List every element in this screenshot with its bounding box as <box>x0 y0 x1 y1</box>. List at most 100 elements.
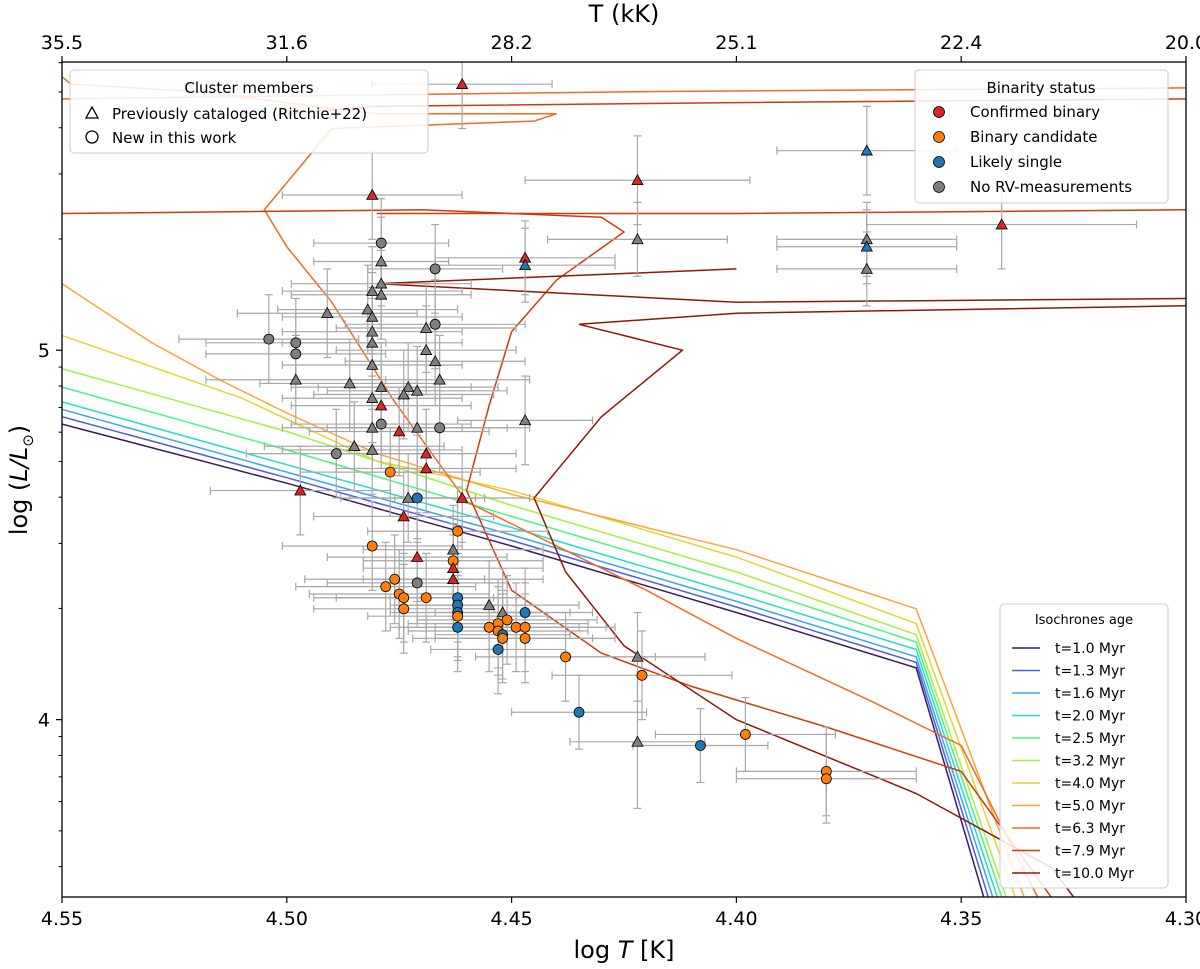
top-tick-label: 25.1 <box>715 32 757 54</box>
star-triangle-marker <box>366 325 379 337</box>
star-circle-marker <box>695 740 706 751</box>
top-tick-label: 31.6 <box>266 32 308 54</box>
top-axis-label: T (kK) <box>588 0 660 28</box>
isochrone-legend-label: t=6.3 Myr <box>1055 821 1125 837</box>
star-triangle-marker <box>411 550 424 562</box>
binarity-legend-title: Binarity status <box>986 79 1095 97</box>
star-circle-marker <box>434 422 446 434</box>
star-triangle-marker <box>375 277 388 289</box>
star-circle-marker <box>398 592 410 604</box>
x-tick-label: 4.50 <box>266 908 308 930</box>
top-tick-label: 20.0 <box>1165 32 1200 54</box>
star-circle-marker <box>375 418 387 430</box>
isochrone-line <box>376 209 1186 215</box>
isochrone-line <box>62 367 1007 897</box>
star-triangle-marker <box>860 262 873 274</box>
star-circle-marker <box>452 610 464 622</box>
markers <box>263 77 1008 785</box>
isochrone-legend: Isochrones age t=1.0 Myr t=1.3 Myr t=1.6 M… <box>999 603 1169 889</box>
star-triangle-marker <box>411 384 424 396</box>
star-circle-marker <box>290 348 302 360</box>
x-tick-label: 4.30 <box>1165 908 1200 930</box>
star-circle-marker <box>452 525 464 537</box>
star-triangle-marker <box>366 188 379 200</box>
star-triangle-marker <box>446 543 460 555</box>
isochrone-legend-title: Isochrones age <box>1035 613 1133 628</box>
star-triangle-marker <box>631 735 644 747</box>
binarity-legend-item-2: Likely single <box>970 153 1062 171</box>
star-triangle-marker <box>518 414 532 426</box>
star-triangle-marker <box>366 336 379 348</box>
isochrone-line <box>62 415 989 897</box>
star-triangle-marker <box>419 462 433 474</box>
star-circle-marker <box>519 621 531 633</box>
star-circle-marker <box>263 333 275 345</box>
circle-marker-icon <box>85 130 99 144</box>
x-tick-label: 4.35 <box>940 908 982 930</box>
triangle-marker-icon <box>84 105 100 119</box>
x-axis-label: log T [K] <box>574 936 675 964</box>
isochrone-legend-label: t=10.0 Myr <box>1055 866 1134 882</box>
star-triangle-marker <box>446 561 460 573</box>
star-triangle-marker <box>348 439 361 452</box>
isochrone-legend-label: t=2.5 Myr <box>1055 731 1125 747</box>
star-triangle-marker <box>518 258 532 271</box>
top-tick-label: 22.4 <box>940 32 982 54</box>
x-tick-label: 4.55 <box>41 908 83 930</box>
isochrone-legend-label: t=7.9 Myr <box>1055 844 1125 860</box>
likely-single-marker-icon <box>933 156 945 168</box>
star-triangle-marker <box>321 306 334 319</box>
isochrone-legend-label: t=2.0 Myr <box>1055 709 1125 725</box>
star-triangle-marker <box>366 310 379 322</box>
star-triangle-marker <box>455 491 469 503</box>
binarity-legend-item-3: No RV-measurements <box>970 178 1132 196</box>
star-circle-marker <box>636 669 648 681</box>
star-circle-marker <box>380 581 392 593</box>
star-circle-marker <box>375 237 387 249</box>
star-circle-marker <box>366 540 378 552</box>
star-circle-marker <box>573 706 585 718</box>
star-triangle-marker <box>366 443 379 455</box>
star-triangle-marker <box>294 484 307 496</box>
star-triangle-marker <box>419 321 433 333</box>
x-tick-label: 4.40 <box>715 908 757 930</box>
star-triangle-marker <box>631 650 644 662</box>
star-circle-marker <box>560 651 571 663</box>
isochrone-legend-label: t=3.2 Myr <box>1055 754 1125 770</box>
star-triangle-marker <box>393 425 406 437</box>
star-triangle-marker <box>375 288 388 300</box>
x-tick-label: 4.45 <box>490 908 532 930</box>
star-triangle-marker <box>402 380 415 392</box>
cluster-legend-title: Cluster members <box>184 79 313 97</box>
isochrone-line <box>62 334 1016 897</box>
star-triangle-marker <box>482 598 496 610</box>
isochrone-line <box>62 408 994 897</box>
binary-candidate-marker-icon <box>933 131 945 143</box>
star-circle-marker <box>739 729 751 740</box>
binarity-legend-item-1: Binary candidate <box>970 128 1097 146</box>
isochrone-line <box>62 386 1003 897</box>
star-circle-marker <box>492 644 504 655</box>
top-tick-label: 35.5 <box>41 32 83 54</box>
star-triangle-marker <box>375 255 388 267</box>
star-circle-marker <box>330 448 342 460</box>
star-circle-marker <box>384 466 396 478</box>
star-triangle-marker <box>366 391 379 404</box>
cluster-legend-item-0: Previously cataloged (Ritchie+22) <box>112 105 367 123</box>
y-tick-label: 5 <box>38 340 50 362</box>
star-triangle-marker <box>860 144 873 156</box>
top-tick-label: 28.2 <box>490 32 532 54</box>
star-circle-marker <box>429 318 441 330</box>
star-circle-marker <box>519 632 531 644</box>
isochrone-legend-label: t=4.0 Myr <box>1055 776 1125 792</box>
y-tick-label: 4 <box>38 710 50 732</box>
star-triangle-marker <box>289 373 302 385</box>
star-circle-marker <box>452 621 464 633</box>
isochrone-legend-label: t=5.0 Myr <box>1055 799 1125 815</box>
star-triangle-marker <box>419 343 433 355</box>
star-circle-marker <box>519 607 531 618</box>
binarity-legend-item-0: Confirmed binary <box>970 103 1100 121</box>
star-circle-marker <box>501 614 513 626</box>
star-circle-marker <box>429 263 441 275</box>
